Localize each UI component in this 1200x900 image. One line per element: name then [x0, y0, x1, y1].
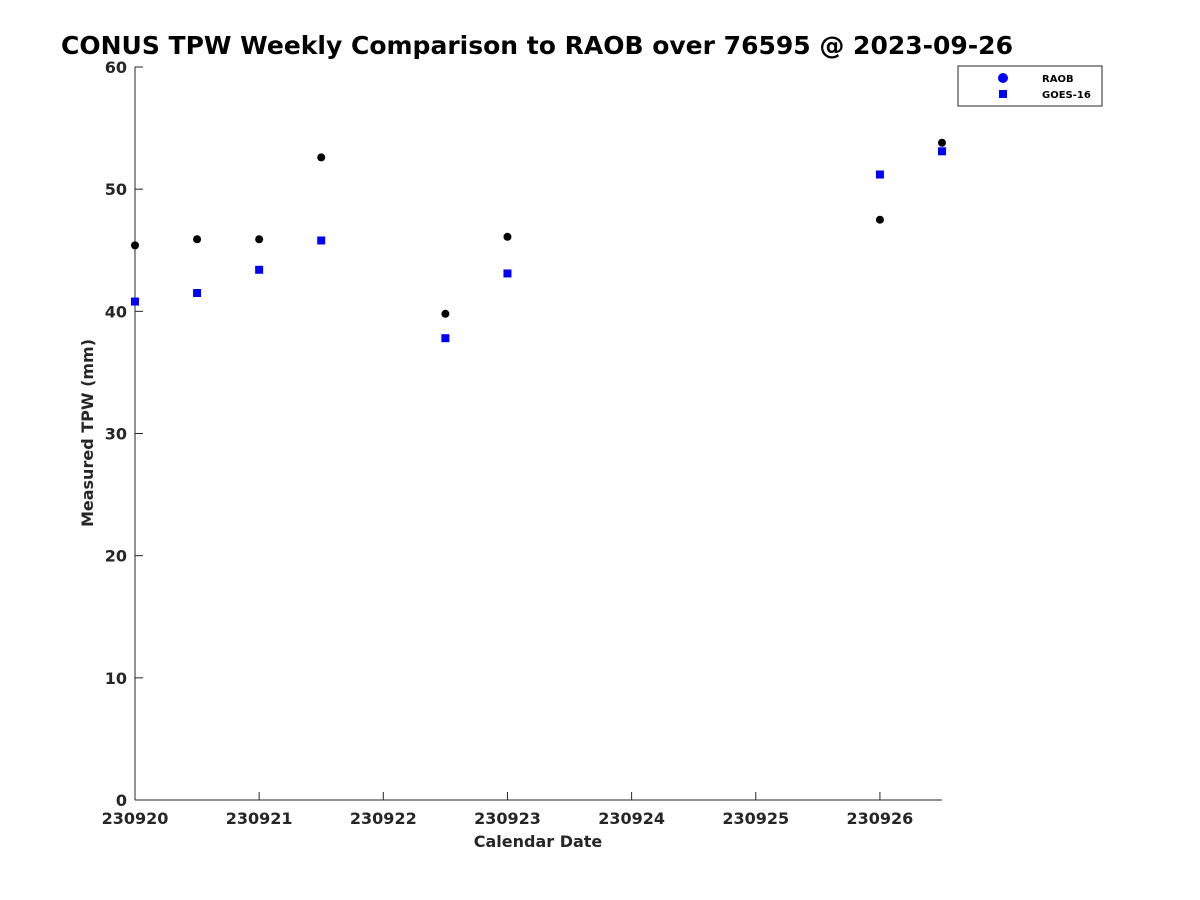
x-tick-label: 230924 [598, 809, 665, 828]
goes-16-point [441, 334, 450, 343]
y-tick-label: 40 [105, 302, 127, 321]
raob-point [317, 153, 326, 162]
raob-point [131, 241, 139, 250]
legend-label: RAOB [1042, 74, 1074, 85]
legend-marker-goes-16 [999, 90, 1007, 98]
legend-marker-raob [998, 73, 1008, 83]
x-tick-label: 230926 [847, 809, 914, 828]
goes-16-point [317, 236, 326, 245]
raob-point [441, 309, 450, 318]
x-tick-label: 230922 [350, 809, 417, 828]
legend-label: GOES-16 [1042, 90, 1091, 101]
legend-box [957, 65, 1103, 107]
y-tick-label: 50 [105, 180, 127, 199]
goes-16-point [131, 297, 139, 306]
axes [134, 67, 942, 801]
raob-point [875, 215, 884, 224]
goes-16-point [938, 147, 946, 156]
data-points [131, 138, 946, 343]
y-tick-label: 20 [105, 547, 127, 566]
raob-point [503, 232, 512, 241]
y-tick-label: 30 [105, 425, 127, 444]
goes-16-point [193, 289, 202, 298]
y-tick-label: 60 [105, 58, 127, 77]
goes-16-point [503, 269, 512, 278]
raob-point [938, 138, 946, 147]
x-tick-label: 230923 [474, 809, 541, 828]
raob-point [193, 235, 202, 244]
goes-16-point [875, 170, 884, 179]
x-axis-label: Calendar Date [474, 832, 603, 851]
goes-16-point [255, 265, 264, 274]
x-tick-label: 230920 [102, 809, 169, 828]
y-tick-label: 0 [116, 791, 127, 810]
y-axis-label: Measured TPW (mm) [78, 339, 97, 527]
x-tick-label: 230925 [722, 809, 789, 828]
y-tick-label: 10 [105, 669, 127, 688]
chart-title: CONUS TPW Weekly Comparison to RAOB over… [61, 31, 1013, 60]
raob-point [255, 235, 264, 244]
legend: RAOB GOES-16 [957, 65, 1103, 107]
y-ticks: 0 10 20 30 40 50 60 [105, 58, 143, 810]
x-tick-label: 230921 [226, 809, 293, 828]
x-ticks: 230920 230921 230922 230923 230924 230925 2309… [102, 792, 914, 828]
